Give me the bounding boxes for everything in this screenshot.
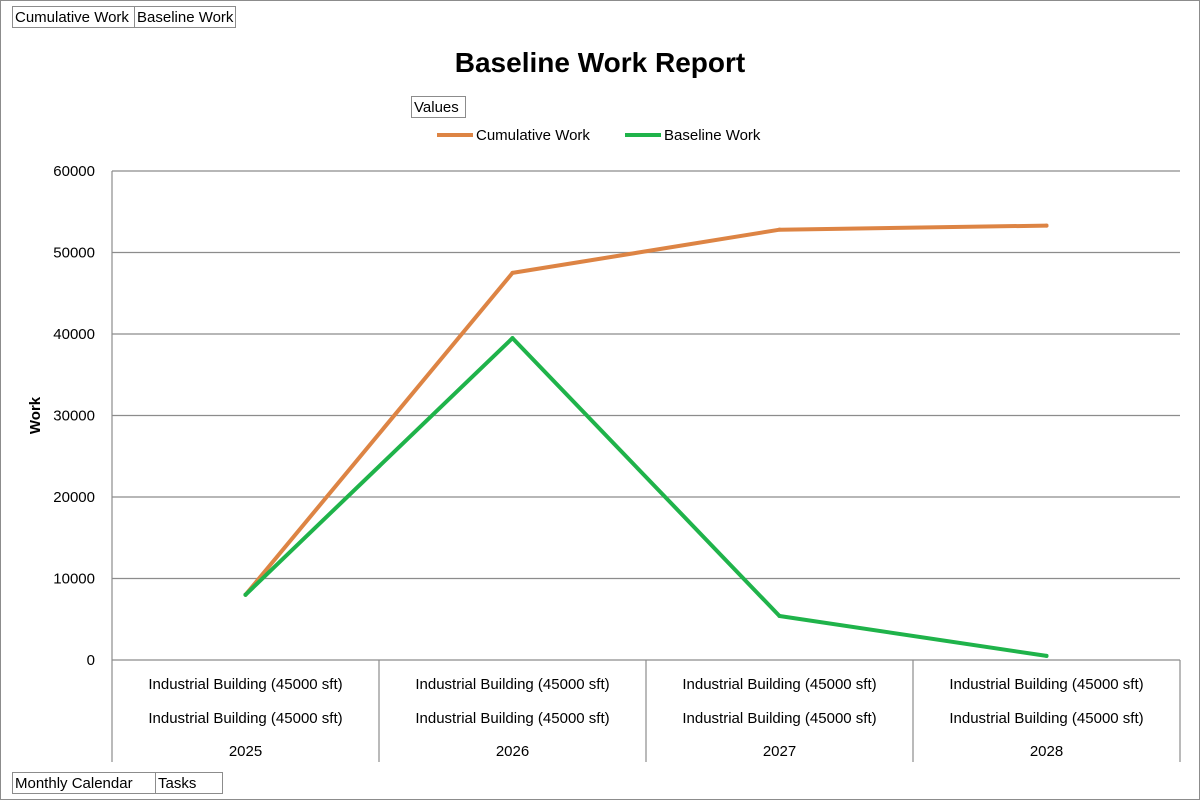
y-tick-label: 30000 bbox=[53, 408, 95, 425]
data-point bbox=[1044, 653, 1049, 658]
series-line-0 bbox=[243, 223, 1049, 597]
x-tick-label: Industrial Building (45000 sft) bbox=[949, 676, 1143, 693]
chart-title: Baseline Work Report bbox=[455, 47, 745, 78]
x-tick-label: Industrial Building (45000 sft) bbox=[682, 710, 876, 727]
data-point bbox=[510, 270, 515, 275]
data-point bbox=[510, 336, 515, 341]
legend-label: Cumulative Work bbox=[476, 127, 590, 144]
y-axis-label: Work bbox=[27, 396, 44, 434]
x-tick-label: Industrial Building (45000 sft) bbox=[415, 710, 609, 727]
x-tick-label: Industrial Building (45000 sft) bbox=[682, 676, 876, 693]
x-group-label: 2026 bbox=[496, 743, 529, 760]
x-group-label: 2025 bbox=[229, 743, 262, 760]
y-tick-label: 60000 bbox=[53, 163, 95, 180]
data-point bbox=[777, 227, 782, 232]
field-button-baseline-work[interactable]: Baseline Work bbox=[134, 6, 236, 28]
x-tick-label: Industrial Building (45000 sft) bbox=[415, 676, 609, 693]
x-tick-label: Industrial Building (45000 sft) bbox=[148, 676, 342, 693]
data-point bbox=[777, 613, 782, 618]
y-tick-label: 20000 bbox=[53, 489, 95, 506]
data-point bbox=[1044, 223, 1049, 228]
y-tick-label: 50000 bbox=[53, 245, 95, 262]
series-line-1 bbox=[243, 336, 1049, 658]
x-group-label: 2027 bbox=[763, 743, 796, 760]
field-button-cumulative-work[interactable]: Cumulative Work bbox=[12, 6, 135, 28]
y-tick-label: 10000 bbox=[53, 571, 95, 588]
field-button-values[interactable]: Values bbox=[411, 96, 466, 118]
y-tick-label: 0 bbox=[87, 652, 95, 669]
x-tick-label: Industrial Building (45000 sft) bbox=[148, 710, 342, 727]
y-tick-label: 40000 bbox=[53, 326, 95, 343]
x-group-label: 2028 bbox=[1030, 743, 1063, 760]
legend-label: Baseline Work bbox=[664, 127, 761, 144]
field-button-tasks[interactable]: Tasks bbox=[155, 772, 223, 794]
data-point bbox=[243, 592, 248, 597]
x-tick-label: Industrial Building (45000 sft) bbox=[949, 710, 1143, 727]
